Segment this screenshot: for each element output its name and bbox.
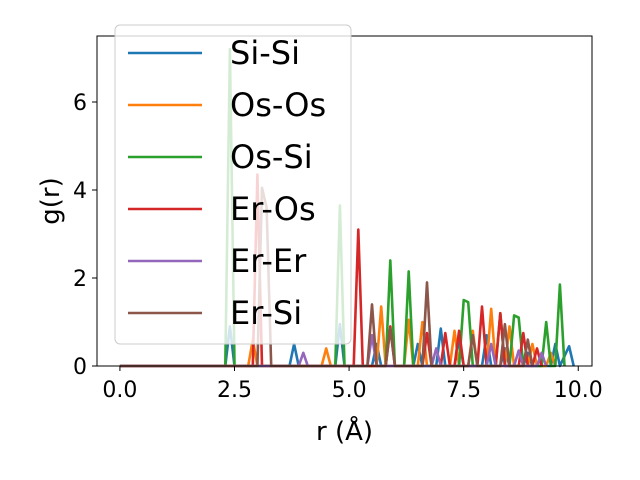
x-tick-label: 2.5 <box>217 378 252 403</box>
y-tick-label: 4 <box>73 179 87 204</box>
x-axis-label: r (Å) <box>316 415 373 447</box>
legend-label-er-si: Er-Si <box>230 294 302 332</box>
legend: Si-Si Os-Os Os-Si Er-Os Er-Er Er-Si <box>114 24 352 345</box>
legend-label-os-os: Os-Os <box>230 86 326 124</box>
y-tick-label: 0 <box>73 355 87 380</box>
x-axis-ticks: 0.0 2.5 5.0 7.5 10.0 <box>102 366 603 403</box>
x-tick-label: 5.0 <box>332 378 367 403</box>
y-tick-label: 2 <box>73 267 87 292</box>
legend-label-er-os: Er-Os <box>230 190 316 228</box>
legend-label-os-si: Os-Si <box>230 138 313 176</box>
x-tick-label: 0.0 <box>102 378 137 403</box>
x-tick-label: 10.0 <box>554 378 603 403</box>
y-tick-label: 6 <box>73 91 87 116</box>
y-axis-label: g(r) <box>36 177 66 224</box>
y-axis-ticks: 0 2 4 6 <box>73 91 97 380</box>
x-tick-label: 7.5 <box>446 378 481 403</box>
legend-label-si-si: Si-Si <box>230 34 300 72</box>
legend-label-er-er: Er-Er <box>230 242 307 280</box>
